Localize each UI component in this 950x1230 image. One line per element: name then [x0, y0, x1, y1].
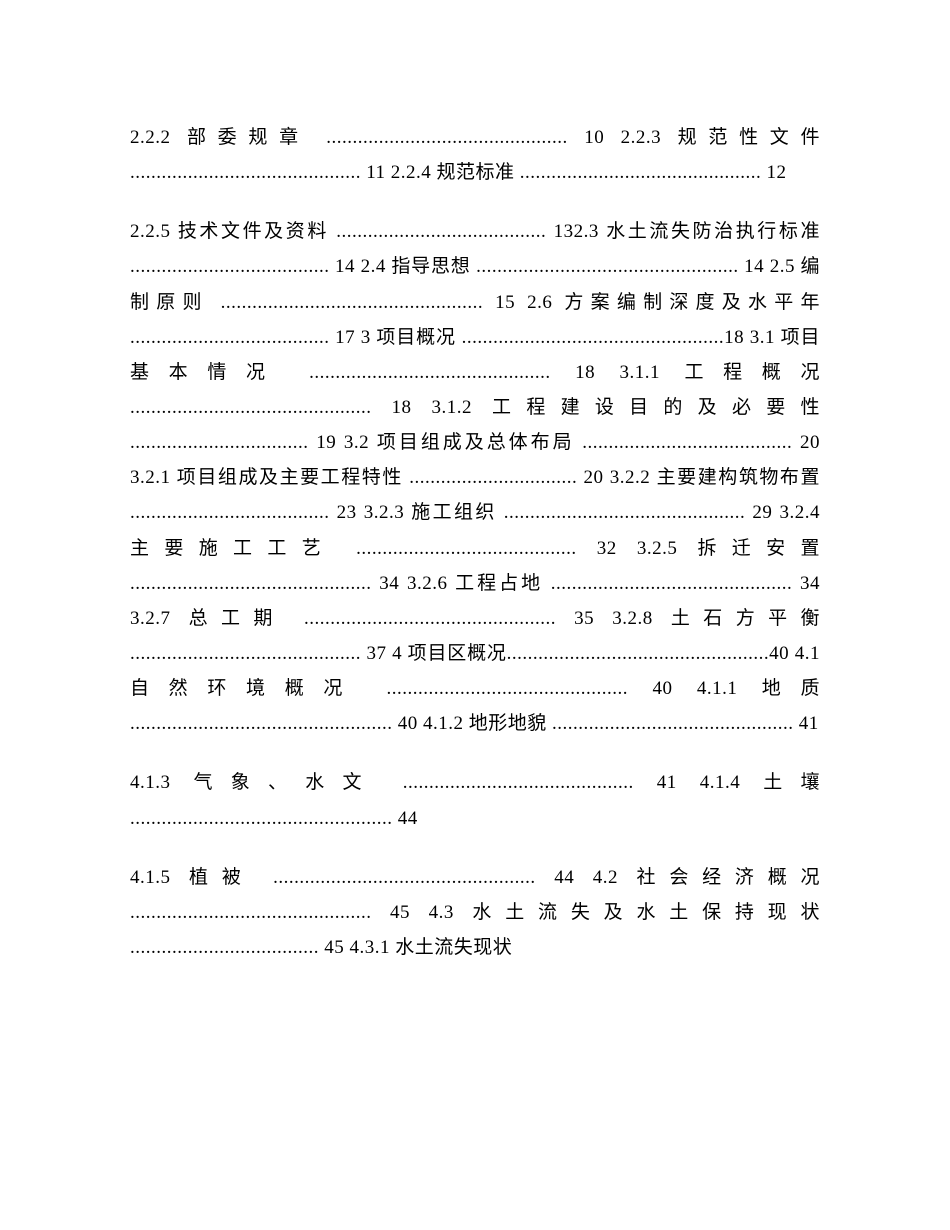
toc-paragraph-2: 2.2.5 技术文件及资料 ..........................… — [130, 214, 820, 741]
toc-paragraph-1: 2.2.2 部委规章 .............................… — [130, 120, 820, 190]
document-page: 2.2.2 部委规章 .............................… — [130, 120, 820, 965]
toc-paragraph-4: 4.1.5 植被 ...............................… — [130, 860, 820, 965]
toc-paragraph-3: 4.1.3 气象、水文 ............................… — [130, 765, 820, 835]
